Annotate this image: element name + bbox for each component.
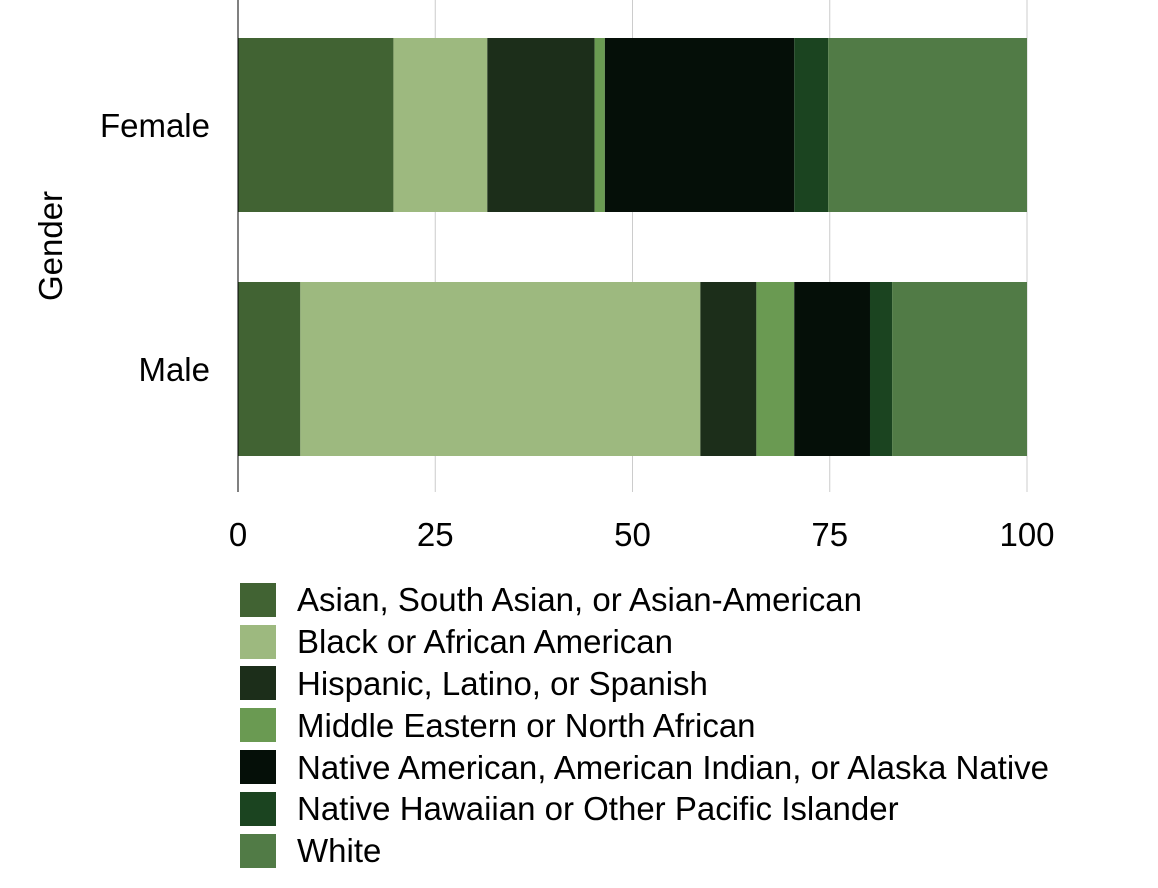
bar-segment bbox=[828, 38, 1027, 212]
bars bbox=[238, 38, 1027, 456]
bar-segment bbox=[393, 38, 488, 212]
legend-swatch bbox=[240, 666, 276, 701]
legend: Asian, South Asian, or Asian-American Bla… bbox=[240, 579, 1049, 872]
x-tick-label: 25 bbox=[417, 516, 454, 553]
bar-segment bbox=[238, 282, 301, 456]
legend-swatch bbox=[240, 750, 276, 785]
bar-segment bbox=[794, 282, 870, 456]
bar-segment bbox=[300, 282, 701, 456]
bar-segment bbox=[892, 282, 1027, 456]
legend-item: Native Hawaiian or Other Pacific Islande… bbox=[240, 788, 1049, 830]
bar-segment bbox=[594, 38, 605, 212]
legend-item: Black or African American bbox=[240, 621, 1049, 663]
stacked-bar-chart: 0 25 50 75 100 Female Male Gender bbox=[32, 0, 1055, 553]
bar-segment bbox=[238, 38, 394, 212]
legend-swatch bbox=[240, 833, 276, 868]
legend-swatch bbox=[240, 582, 276, 617]
y-category-label: Male bbox=[138, 351, 210, 388]
legend-swatch bbox=[240, 791, 276, 826]
legend-swatch bbox=[240, 624, 276, 659]
x-tick-label: 100 bbox=[999, 516, 1054, 553]
legend-label: Asian, South Asian, or Asian-American bbox=[297, 581, 862, 619]
legend-label: Middle Eastern or North African bbox=[297, 706, 756, 744]
legend-item: Middle Eastern or North African bbox=[240, 704, 1049, 746]
legend-swatch bbox=[240, 708, 276, 743]
y-category-label: Female bbox=[100, 107, 210, 144]
legend-label: Native Hawaiian or Other Pacific Islande… bbox=[297, 790, 899, 828]
legend-label: Native American, American Indian, or Ala… bbox=[297, 748, 1050, 786]
legend-item: Native American, American Indian, or Ala… bbox=[240, 746, 1049, 788]
legend-label: Black or African American bbox=[297, 623, 673, 661]
legend-item: Asian, South Asian, or Asian-American bbox=[240, 579, 1049, 621]
legend-label: Hispanic, Latino, or Spanish bbox=[297, 664, 708, 702]
bar-segment bbox=[487, 38, 595, 212]
x-tick-labels: 0 25 50 75 100 bbox=[229, 516, 1055, 553]
bar-segment bbox=[869, 282, 893, 456]
bar-segment bbox=[700, 282, 757, 456]
bar-segment bbox=[794, 38, 829, 212]
x-tick-label: 75 bbox=[811, 516, 848, 553]
legend-item: White bbox=[240, 830, 1049, 872]
bar-segment bbox=[756, 282, 795, 456]
x-tick-label: 50 bbox=[614, 516, 651, 553]
legend-label: White bbox=[297, 832, 382, 870]
legend-item: Hispanic, Latino, or Spanish bbox=[240, 663, 1049, 705]
x-tick-label: 0 bbox=[229, 516, 247, 553]
bar-segment bbox=[604, 38, 795, 212]
y-axis-label: Gender bbox=[32, 191, 69, 301]
y-category-labels: Female Male bbox=[100, 107, 210, 388]
